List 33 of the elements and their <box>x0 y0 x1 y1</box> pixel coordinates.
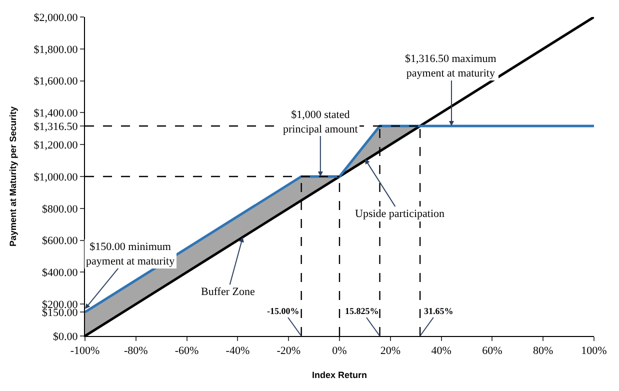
y-tick-label: $1,200.00 <box>34 139 78 152</box>
y-tick-label: $1,600.00 <box>34 76 78 88</box>
ref-line-label: -15.00% <box>267 306 300 316</box>
x-tick-label: -100% <box>70 345 100 358</box>
y-axis-title: Payment at Maturity per Security <box>8 106 18 247</box>
annotation: $1,316.50 maximum payment at maturity <box>405 53 497 80</box>
x-tick-label: -20% <box>276 345 301 358</box>
x-tick-label: 60% <box>482 345 502 358</box>
x-tick-label: -80% <box>124 345 148 358</box>
y-tick-label: $0.00 <box>53 330 78 343</box>
y-tick-label: $150.00 <box>42 306 78 319</box>
y-tick-label: $800.00 <box>42 203 78 216</box>
y-tick-label: $1,400.00 <box>34 108 78 120</box>
y-tick-label: $400.00 <box>42 267 78 280</box>
x-tick-label: 100% <box>581 345 607 358</box>
annotation: Upside participation <box>355 208 446 220</box>
annotation: $1,000 stated principal amount <box>283 109 358 136</box>
y-tick-label: $1,000.00 <box>34 171 78 184</box>
x-tick-label: 80% <box>533 345 554 358</box>
ref-line-label: 31.65% <box>424 306 454 316</box>
ref-line-label: 15.825% <box>345 306 379 316</box>
x-tick-label: 40% <box>431 345 452 358</box>
x-tick-label: 20% <box>380 345 400 358</box>
x-axis-title: Index Return <box>312 370 368 380</box>
y-tick-label: $2,000.00 <box>34 12 78 24</box>
x-tick-label: -60% <box>174 345 199 358</box>
y-tick-label: $1,800.00 <box>34 44 78 56</box>
y-tick-label: $600.00 <box>42 235 78 248</box>
annotation: $150.00 minimum payment at maturity <box>86 241 176 268</box>
y-tick-label: $1,316.50 <box>34 120 78 133</box>
annotation: Buffer Zone <box>201 286 255 298</box>
x-tick-label: 0% <box>332 345 347 358</box>
x-tick-label: -40% <box>226 345 250 358</box>
